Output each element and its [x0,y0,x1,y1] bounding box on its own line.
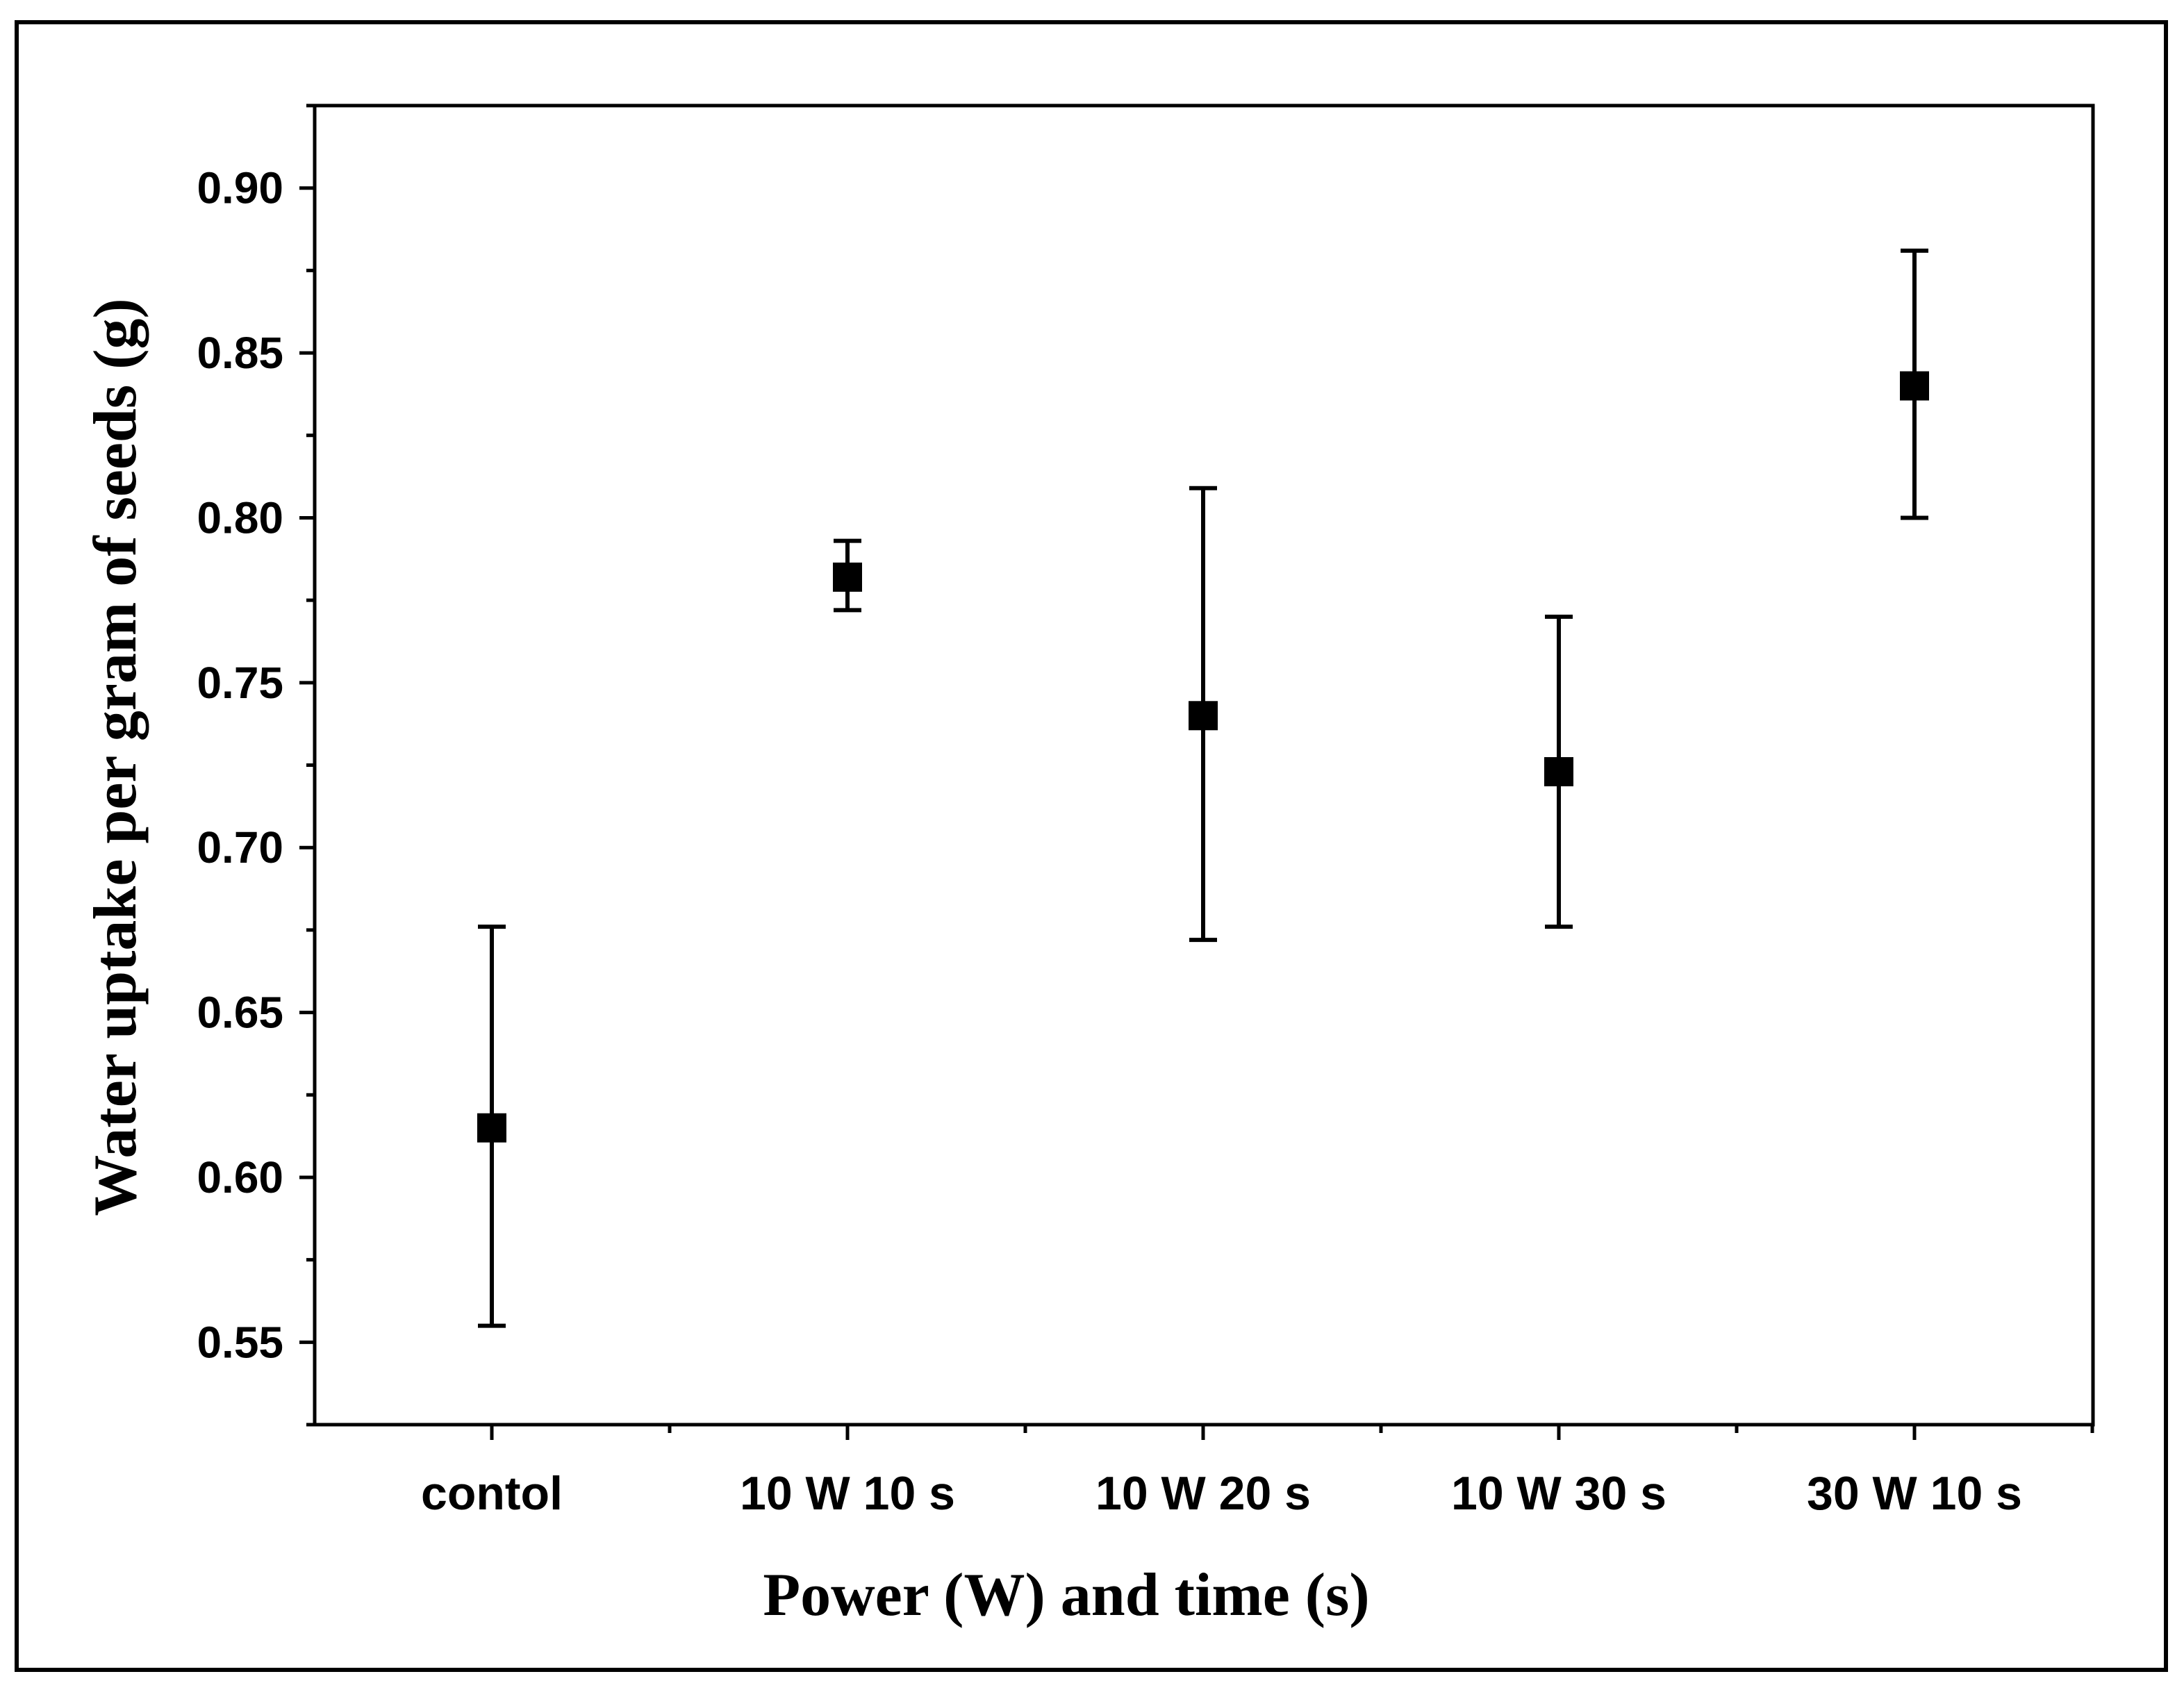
x-tick-label: 10 W 10 s [740,1467,955,1520]
y-tick-label: 0.85 [197,328,283,378]
y-tick-label: 0.75 [197,658,283,708]
data-point-square [1900,371,1929,401]
data-point-square [1189,701,1218,731]
x-axis-title: Power (W) and time (s) [763,1561,1369,1629]
y-tick-label: 0.80 [197,492,283,542]
x-axis: contol 10 W 10 s 10 W 20 s 10 W 30 s 30 W 10… [421,1425,2094,1520]
data-point-square [1544,756,1573,786]
x-tick-label: 30 W 10 s [1807,1467,2022,1520]
y-tick-label: 0.55 [197,1317,283,1367]
y-tick-label: 0.65 [197,988,283,1038]
x-tick-label: 10 W 30 s [1451,1467,1666,1520]
x-tick-label: contol [421,1467,563,1520]
x-tick-label: 10 W 20 s [1095,1467,1311,1520]
data-markers [477,371,1929,1143]
y-tick-label: 0.90 [197,163,283,213]
data-point-square [477,1113,506,1143]
figure-border [15,20,2168,1672]
y-axis-title: Water uptake per gram of seeds (g) [82,298,149,1216]
y-tick-label: 0.60 [197,1152,283,1202]
y-axis: 0.55 0.60 0.65 0.70 0.75 0.80 0.85 0.90 [197,103,315,1427]
data-point-square [833,562,862,592]
y-tick-label: 0.70 [197,822,283,872]
